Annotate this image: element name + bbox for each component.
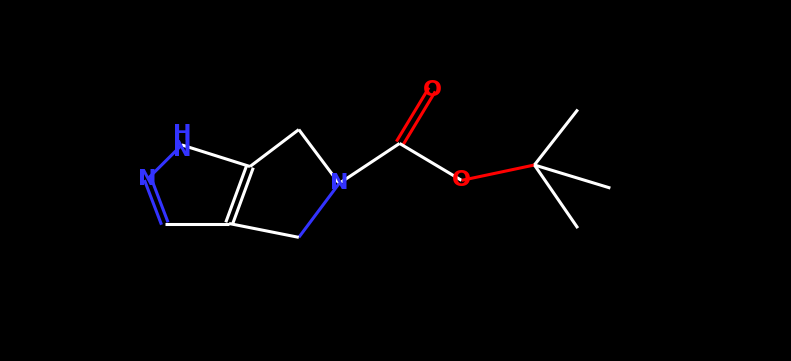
Text: O: O bbox=[452, 170, 471, 190]
Text: O: O bbox=[422, 79, 441, 100]
Text: H: H bbox=[173, 124, 192, 144]
Text: N: N bbox=[173, 140, 192, 160]
Text: N: N bbox=[138, 169, 157, 189]
Text: N: N bbox=[330, 173, 348, 193]
